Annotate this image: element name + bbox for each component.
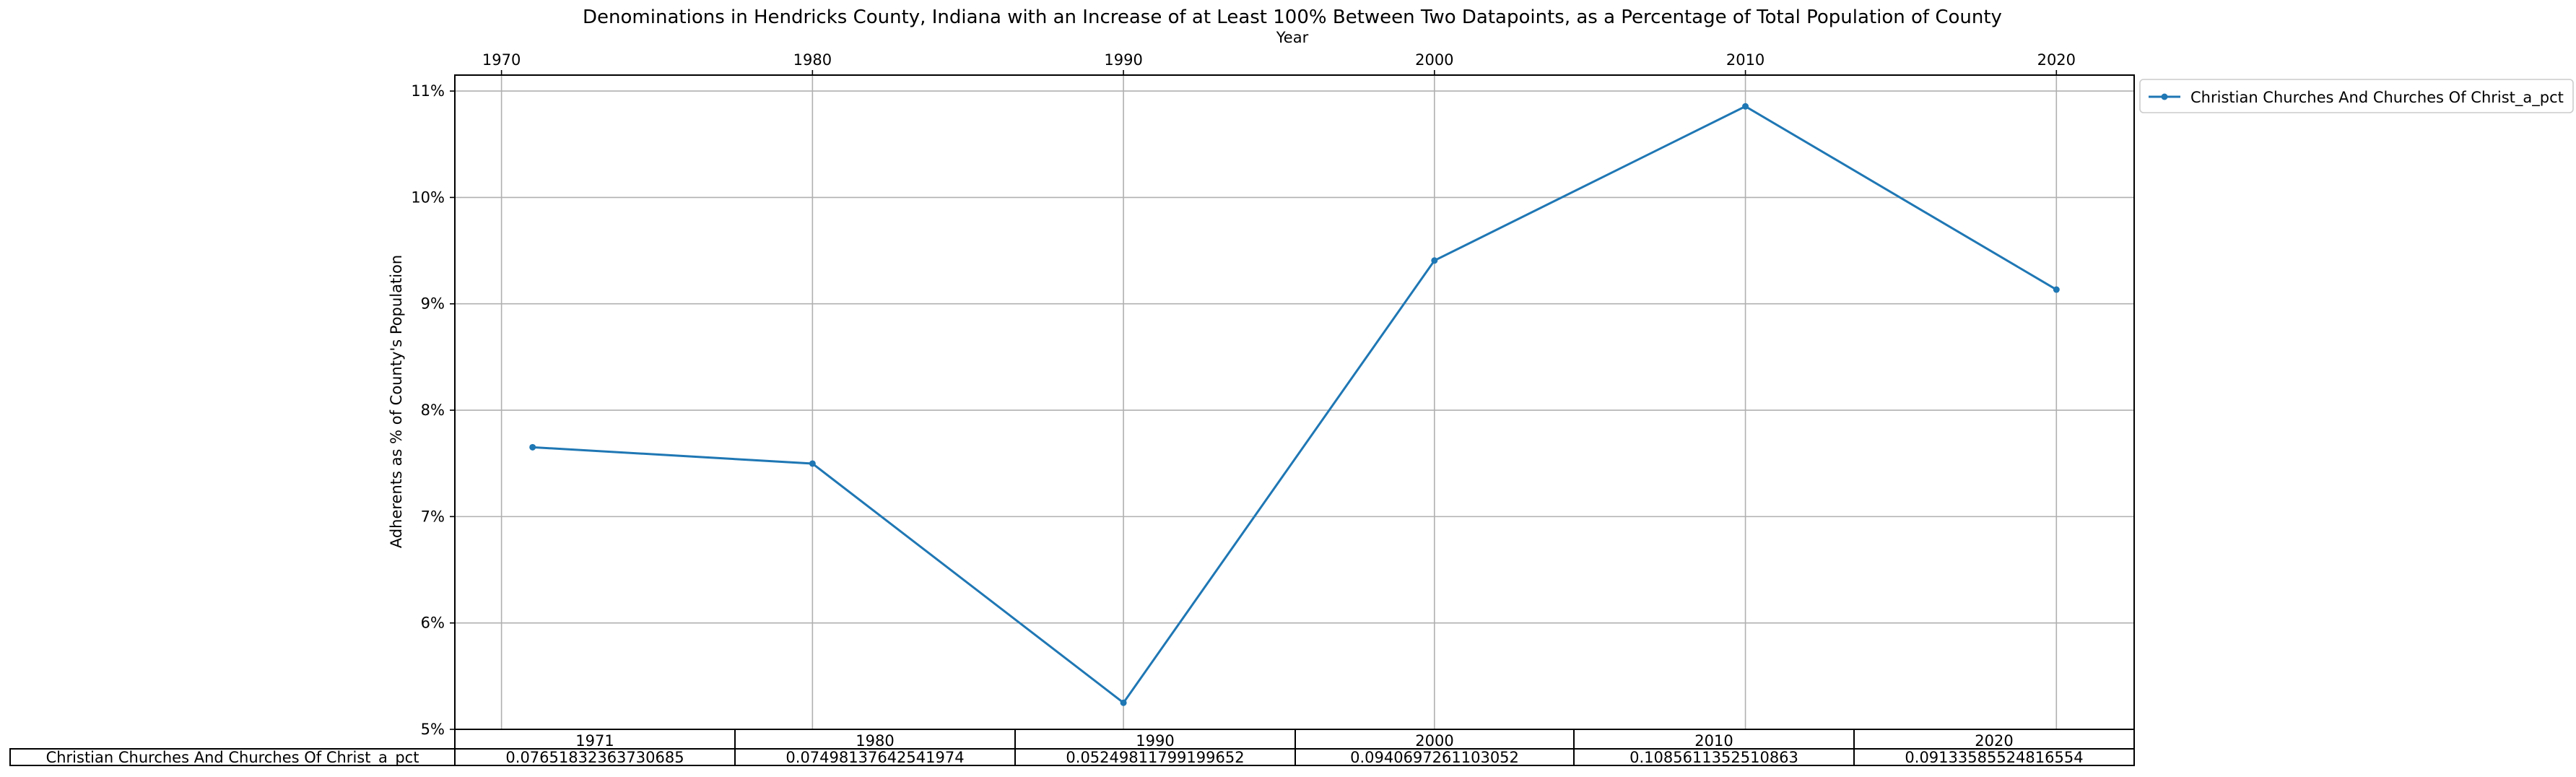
- x-tick-label: 1980: [793, 51, 832, 69]
- x-axis-label: Year: [1276, 29, 1309, 46]
- axis-ticks: 1970 1980 1990 2000 2010 2020 5% 6% 7% 8% 9% 10% 11%: [411, 51, 2076, 738]
- y-tick-label: 6%: [421, 615, 445, 632]
- table-header-cell: 2000: [1415, 732, 1453, 750]
- plot-frame: [454, 74, 2135, 730]
- table-row-label: Christian Churches And Churches Of Chris…: [46, 749, 419, 767]
- y-tick-label: 9%: [421, 295, 445, 313]
- legend-box: [2139, 79, 2574, 113]
- legend: Christian Churches And Churches Of Chris…: [2139, 79, 2574, 113]
- data-point: [1431, 257, 1438, 264]
- y-tick-label: 8%: [421, 401, 445, 419]
- table-value-cell: 0.07651832363730685: [505, 749, 684, 766]
- x-tick-label: 2020: [2037, 51, 2076, 69]
- grid: [455, 75, 2134, 730]
- legend-label: Christian Churches And Churches Of Chris…: [2190, 89, 2564, 107]
- x-tick-label: 2000: [1415, 51, 1453, 69]
- table-header-cell: 1990: [1136, 732, 1174, 750]
- data-point: [1742, 103, 1749, 110]
- y-tick-label: 11%: [411, 82, 445, 100]
- y-tick-label: 5%: [421, 721, 445, 738]
- table-value-cell: 0.0940697261103052: [1350, 749, 1519, 766]
- chart-title: Denominations in Hendricks County, India…: [583, 6, 2002, 28]
- table-value-cell: 0.1085611352510863: [1629, 749, 1798, 766]
- table-header-cell: 2020: [1975, 732, 2013, 750]
- x-tick-label: 2010: [1726, 51, 1765, 69]
- table-row-label-cell: [9, 748, 456, 766]
- legend-marker: [2161, 93, 2168, 100]
- y-tick-label: 10%: [411, 188, 445, 206]
- y-tick-label: 7%: [421, 508, 445, 525]
- table-header-cell: 2010: [1694, 732, 1733, 750]
- x-tick-label: 1970: [482, 51, 521, 69]
- table-header-cell: 1971: [575, 732, 614, 750]
- table-value-cell: 0.09133585524816554: [1905, 749, 2083, 766]
- data-point: [529, 443, 536, 451]
- table-header-cell: 1980: [856, 732, 894, 750]
- x-tick-label: 1990: [1104, 51, 1142, 69]
- data-point: [809, 460, 816, 467]
- data-point: [1120, 699, 1127, 706]
- series-layer: [529, 103, 2060, 706]
- series-line: [532, 105, 2058, 705]
- table-value-cell: 0.05249811799199652: [1066, 749, 1244, 766]
- y-axis-label: Adherents as % of County's Population: [388, 255, 405, 548]
- table-value-cell: 0.07498137642541974: [786, 749, 964, 766]
- data-point: [2053, 286, 2060, 293]
